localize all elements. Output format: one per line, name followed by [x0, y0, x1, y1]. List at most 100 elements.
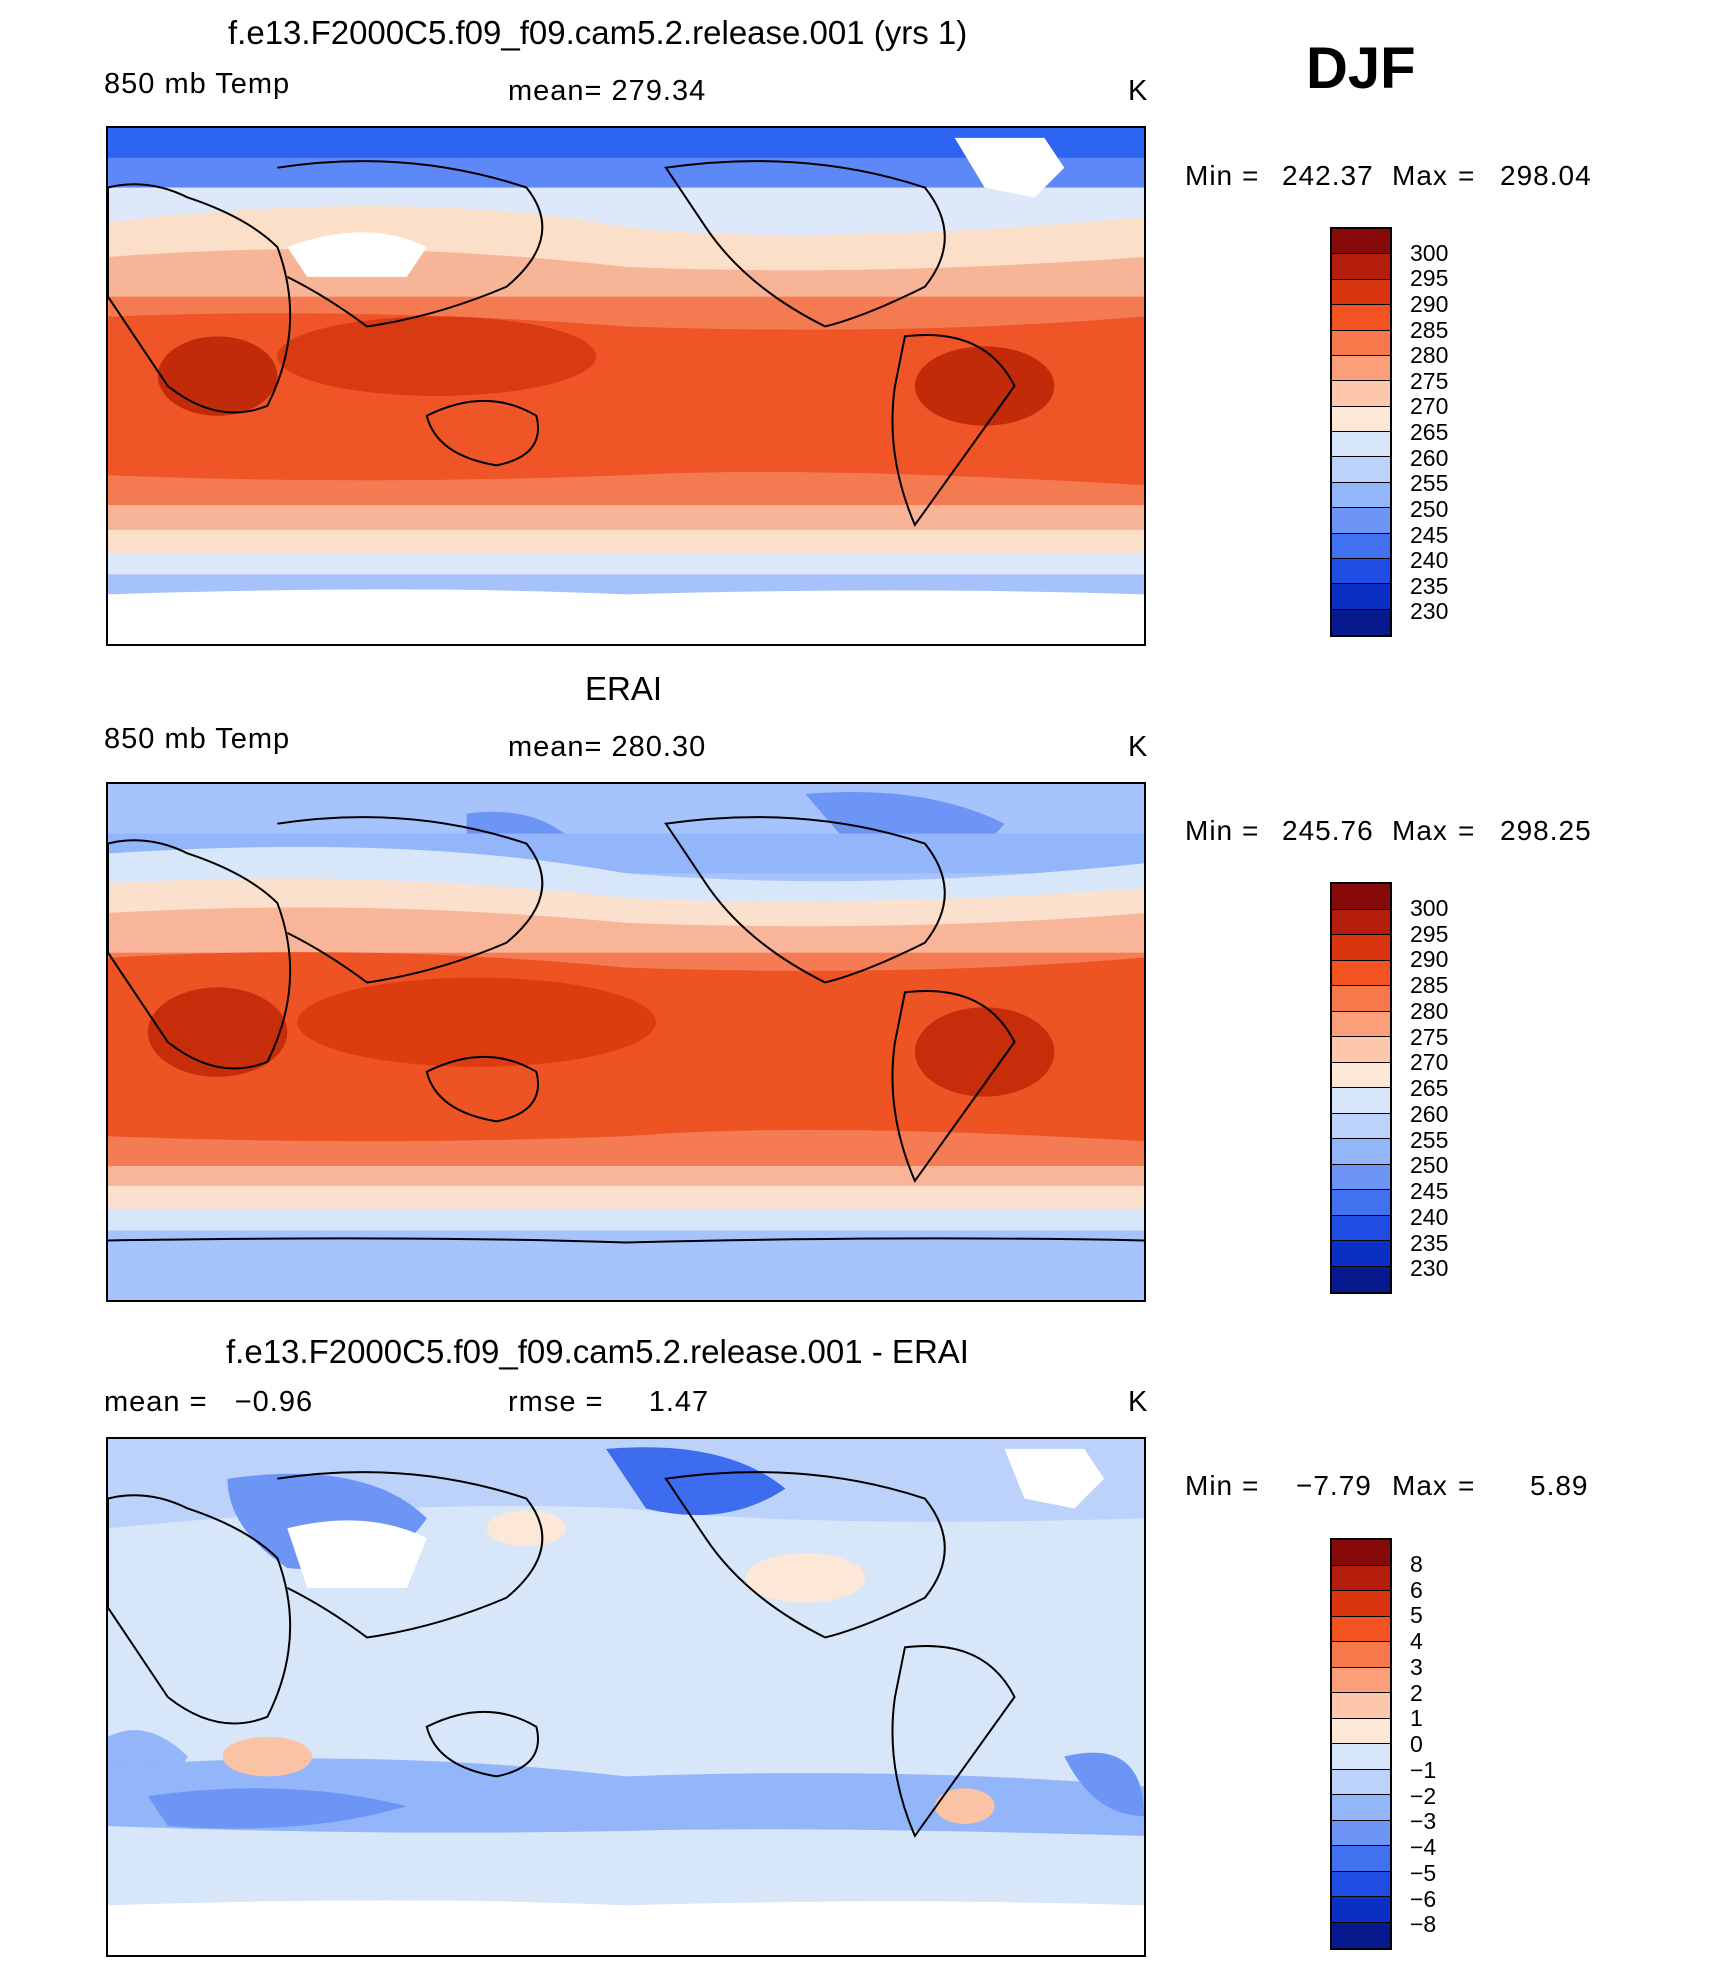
map-coastline-asia: [277, 1471, 544, 1639]
map-coastline-asia: [277, 816, 544, 984]
panel-3-rmse-label: rmse = 1.47: [508, 1386, 710, 1418]
colorbar-box: [1332, 1190, 1390, 1216]
colorbar-tick-label: 1: [1410, 1705, 1423, 1732]
colorbar-box: [1332, 1667, 1390, 1693]
map-warm-pool: [297, 977, 656, 1067]
colorbar-box: [1332, 279, 1390, 306]
map-band-mid-lat-south: [108, 552, 1144, 575]
panel-1-max-equals: =: [1458, 160, 1476, 191]
colorbar-box: [1332, 1769, 1390, 1795]
colorbar-tick-label: 270: [1410, 1049, 1449, 1076]
colorbar-tick-label: −1: [1410, 1756, 1437, 1783]
map-warm-pool: [277, 316, 597, 396]
panel-2-units-label: K: [1128, 731, 1149, 763]
colorbar-box: [1332, 1540, 1390, 1566]
colorbar-box: [1332, 960, 1390, 986]
map-coastline-south-america: [891, 334, 1016, 527]
colorbar-tick-label: 230: [1410, 1255, 1449, 1282]
colorbar-box: [1332, 1113, 1390, 1139]
panel-2-colorbar: [1330, 882, 1392, 1294]
colorbar-tick-label: 240: [1410, 1203, 1449, 1230]
colorbar-tick-label: 240: [1410, 547, 1449, 574]
map-coastline-australia: [425, 1056, 539, 1123]
map-tibet-mask: [287, 1520, 427, 1588]
colorbar-box: [1332, 432, 1390, 458]
colorbar-tick-label: 265: [1410, 419, 1449, 445]
map-tibet-mask: [287, 232, 427, 277]
map-diff-southern-cold: [147, 1788, 407, 1829]
map-coastline-asia: [277, 160, 544, 328]
colorbar-box: [1332, 558, 1390, 585]
panel-3-min-equals: =: [1242, 1470, 1260, 1501]
panel-2-max-value: 298.25: [1500, 815, 1592, 846]
map-diff-warm-south-america: [934, 1788, 995, 1825]
colorbar-tick-label: 285: [1410, 972, 1449, 998]
colorbar-box: [1332, 1164, 1390, 1190]
panel-3-max-value: 5.89: [1530, 1470, 1589, 1501]
colorbar-tick-label: 260: [1410, 444, 1449, 471]
colorbar-box: [1332, 533, 1390, 559]
colorbar-box: [1332, 1139, 1390, 1165]
colorbar-tick-label: 5: [1410, 1602, 1423, 1629]
season-label: DJF: [1306, 36, 1416, 101]
colorbar-tick-label: 275: [1410, 367, 1449, 394]
map-diff-southern-band: [108, 1758, 1144, 1836]
colorbar-box: [1332, 1011, 1390, 1037]
panel-2-mean-label: mean= 280.30: [508, 731, 707, 763]
colorbar-tick-label: 230: [1410, 598, 1449, 625]
colorbar-box: [1332, 1693, 1390, 1719]
map-coastline-australia: [425, 400, 539, 467]
panel-1-map: [106, 126, 1146, 646]
panel-3-map: [106, 1437, 1146, 1957]
map-warm-south-america: [914, 346, 1055, 426]
colorbar-box: [1332, 482, 1390, 509]
colorbar-tick-label: 8: [1410, 1550, 1423, 1577]
panel-1-mean-label: mean= 279.34: [508, 75, 707, 107]
colorbar-box: [1332, 330, 1390, 356]
colorbar-box: [1332, 1215, 1390, 1241]
panel-1-max-value: 298.04: [1500, 160, 1592, 191]
map-band-subtropics-south: [108, 1185, 1144, 1211]
map-band-polar-south: [108, 1230, 1144, 1300]
colorbar-box: [1332, 1795, 1390, 1821]
colorbar-tick-label: 6: [1410, 1576, 1423, 1603]
map-coastline-south-america: [891, 1645, 1016, 1838]
map-diff-warm-north-america: [745, 1553, 866, 1603]
colorbar-box: [1332, 406, 1390, 432]
panel-2-max-equals: =: [1458, 815, 1476, 846]
colorbar-tick-label: −6: [1410, 1885, 1437, 1912]
map-coastline-africa-europe: [108, 183, 292, 414]
colorbar-tick-label: 290: [1410, 946, 1449, 973]
colorbar-box: [1332, 935, 1390, 961]
map-coastline-north-america: [664, 816, 946, 984]
map-warm-africa: [157, 336, 278, 416]
colorbar-tick-label: 280: [1410, 997, 1449, 1024]
colorbar-box: [1332, 1820, 1390, 1846]
colorbar-box: [1332, 986, 1390, 1012]
colorbar-tick-label: 255: [1410, 1126, 1449, 1153]
colorbar-box: [1332, 1642, 1390, 1668]
colorbar-box: [1332, 1616, 1390, 1642]
panel-3-min-value: −7.79: [1296, 1470, 1372, 1501]
colorbar-tick-label: 255: [1410, 470, 1449, 497]
colorbar-tick-label: −5: [1410, 1859, 1437, 1886]
map-diff-warm-africa: [222, 1736, 313, 1777]
colorbar-tick-label: 245: [1410, 1178, 1449, 1204]
colorbar-tick-label: 275: [1410, 1023, 1449, 1050]
colorbar-tick-label: −3: [1410, 1808, 1437, 1835]
colorbar-tick-label: 260: [1410, 1100, 1449, 1127]
map-coastline-antarctica: [108, 1237, 1144, 1244]
colorbar-box: [1332, 1088, 1390, 1114]
colorbar-box: [1332, 609, 1390, 635]
colorbar-box: [1332, 1744, 1390, 1770]
colorbar-tick-label: 265: [1410, 1075, 1449, 1101]
panel-1-max-label: Max: [1392, 160, 1448, 191]
panel-2-variable-label: 850 mb Temp: [104, 723, 291, 755]
colorbar-tick-label: 2: [1410, 1679, 1423, 1706]
panel-2-min-equals: =: [1242, 815, 1260, 846]
panel-2-min-value: 245.76: [1282, 815, 1374, 846]
colorbar-box: [1332, 584, 1390, 610]
panel-1-colorbar: [1330, 227, 1392, 637]
colorbar-box: [1332, 1266, 1390, 1292]
colorbar-box: [1332, 305, 1390, 331]
